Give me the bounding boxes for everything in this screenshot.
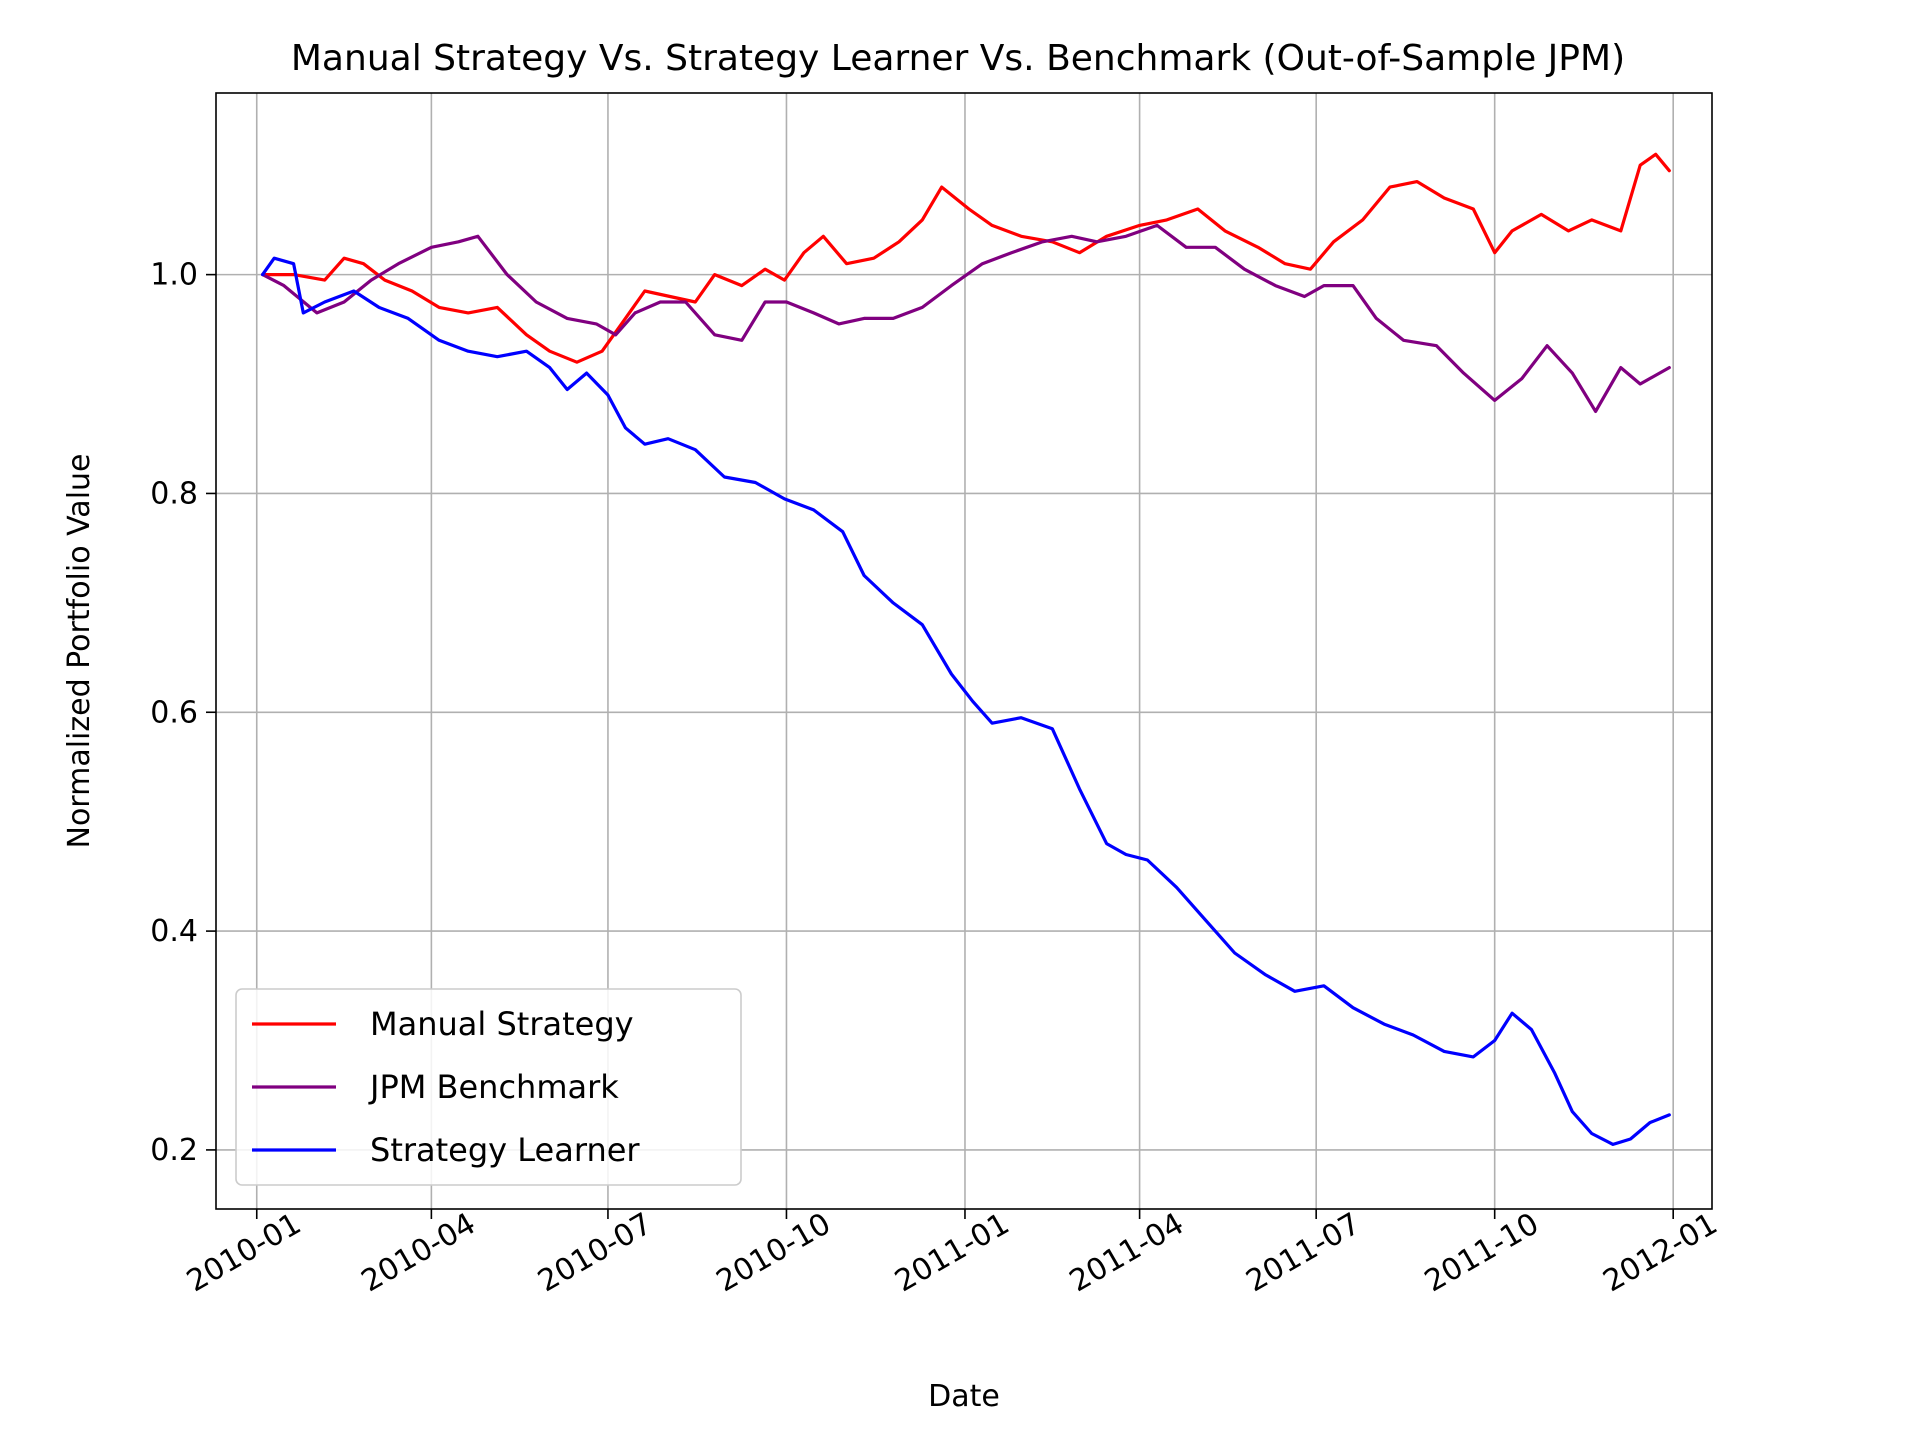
x-tick-label: 2010-10 xyxy=(711,1206,837,1299)
series-line-0 xyxy=(261,152,1671,364)
x-tick-label: 2010-07 xyxy=(532,1206,658,1299)
legend-label: Strategy Learner xyxy=(370,1131,640,1169)
y-tick-label: 0.2 xyxy=(150,1133,198,1168)
x-tick-label: 2011-01 xyxy=(889,1206,1015,1299)
legend: Manual Strategy JPM Benchmark Strategy Lea… xyxy=(235,988,742,1186)
plot-frame xyxy=(215,92,1713,1210)
x-tick-label: 2011-04 xyxy=(1064,1206,1190,1299)
series-line-1 xyxy=(261,223,1671,413)
y-tick-label: 0.4 xyxy=(150,914,198,949)
y-tick-label: 0.8 xyxy=(150,476,198,511)
y-tick-label: 1.0 xyxy=(150,258,198,293)
chart-title: Manual Strategy Vs. Strategy Learner Vs.… xyxy=(291,38,1625,79)
series-line-2 xyxy=(261,256,1671,1147)
y-axis-ticks: 0.2 0.4 0.6 0.8 1.0 xyxy=(150,258,216,1168)
grid xyxy=(216,93,1712,1209)
series-lines xyxy=(261,152,1671,1147)
y-axis-label: Normalized Portfolio Value xyxy=(62,454,97,849)
legend-label: JPM Benchmark xyxy=(368,1068,619,1106)
x-tick-label: 2011-10 xyxy=(1419,1206,1545,1299)
x-tick-label: 2010-04 xyxy=(356,1206,482,1299)
x-axis-label: Date xyxy=(928,1379,1000,1414)
x-axis-ticks: 2010-01 2010-04 2010-07 2010-10 2011-01 2011-… xyxy=(181,1206,1724,1299)
legend-box xyxy=(235,988,742,1186)
y-tick-label: 0.6 xyxy=(150,695,198,730)
x-tick-label: 2010-01 xyxy=(181,1206,307,1299)
legend-label: Manual Strategy xyxy=(370,1005,634,1043)
x-tick-label: 2011-07 xyxy=(1240,1206,1366,1299)
x-tick-label: 2012-01 xyxy=(1597,1206,1723,1299)
